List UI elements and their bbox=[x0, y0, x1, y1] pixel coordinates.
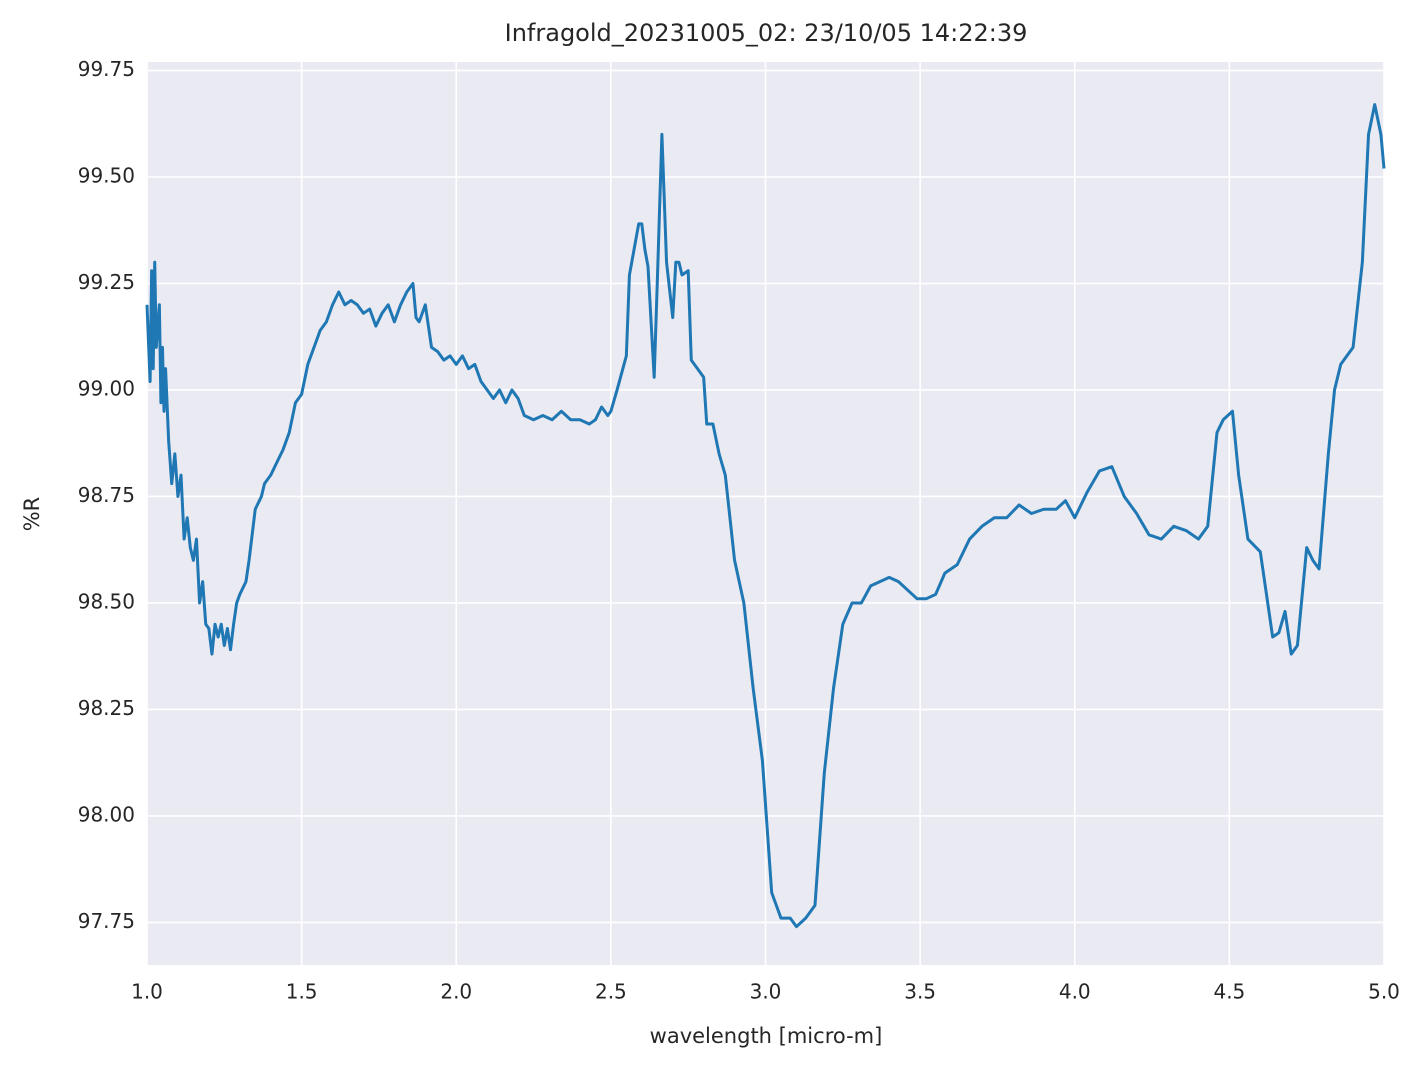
y-tick-label: 99.75 bbox=[78, 57, 135, 81]
y-tick-label: 98.25 bbox=[78, 696, 135, 720]
x-axis-label: wavelength [micro-m] bbox=[650, 1024, 883, 1048]
y-tick-label: 99.00 bbox=[78, 376, 135, 400]
x-tick-label: 4.0 bbox=[1059, 980, 1091, 1004]
x-tick-label: 2.5 bbox=[595, 980, 627, 1004]
x-tick-label: 4.5 bbox=[1213, 980, 1245, 1004]
x-tick-label: 1.0 bbox=[131, 980, 163, 1004]
y-tick-label: 98.75 bbox=[78, 483, 135, 507]
x-tick-label: 3.0 bbox=[750, 980, 782, 1004]
y-tick-label: 99.50 bbox=[78, 164, 135, 188]
x-tick-label: 5.0 bbox=[1368, 980, 1400, 1004]
y-tick-label: 99.25 bbox=[78, 270, 135, 294]
y-axis-label: %R bbox=[20, 497, 44, 532]
chart-title: Infragold_20231005_02: 23/10/05 14:22:39 bbox=[505, 19, 1028, 47]
y-tick-label: 98.50 bbox=[78, 589, 135, 613]
data-line bbox=[145, 103, 1386, 929]
x-tick-label: 1.5 bbox=[286, 980, 318, 1004]
x-tick-label: 3.5 bbox=[904, 980, 936, 1004]
x-tick-label: 2.0 bbox=[440, 980, 472, 1004]
y-tick-label: 97.75 bbox=[78, 909, 135, 933]
y-tick-label: 98.00 bbox=[78, 802, 135, 826]
